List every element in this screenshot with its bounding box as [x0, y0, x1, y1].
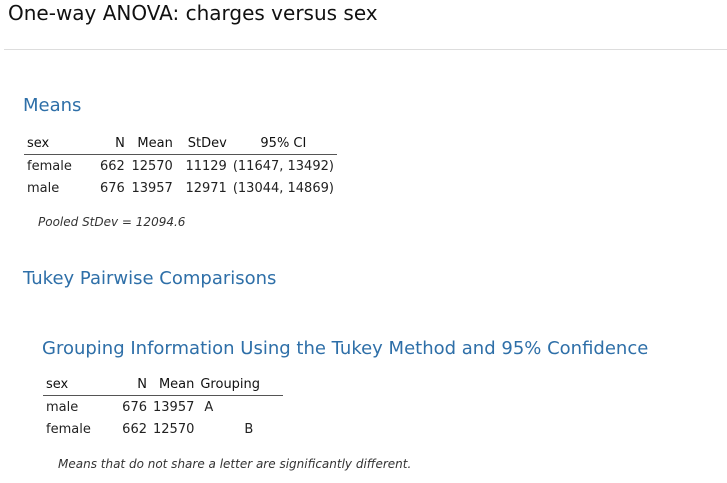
means-cell-mean: 12570	[131, 158, 173, 174]
means-col-sex: sex	[24, 134, 97, 155]
grouping-cell-mean: 13957	[153, 399, 195, 415]
means-table: sex N Mean StDev 95% CI female 662 12570…	[24, 134, 337, 199]
means-header-row: sex N Mean StDev 95% CI	[24, 134, 337, 155]
means-col-mean: Mean	[127, 134, 176, 155]
means-cell-sex: female	[27, 158, 72, 174]
table-row: male 676 13957 A	[43, 396, 283, 419]
grouping-cell-sex: female	[46, 421, 91, 437]
table-row: female 662 12570 B	[43, 418, 283, 440]
grouping-letter-b: B	[244, 421, 254, 437]
grouping-cell-letters: A	[197, 396, 283, 419]
grouping-col-grouping: Grouping	[197, 375, 284, 396]
means-cell-n: 662	[100, 158, 125, 174]
grouping-col-mean: Mean	[150, 375, 198, 396]
means-col-ci: 95% CI	[229, 134, 337, 155]
grouping-cell-sex: male	[46, 399, 79, 415]
means-heading: Means	[23, 95, 82, 116]
grouping-col-sex: sex	[43, 375, 118, 396]
table-row: female 662 12570 11129 (11647, 13492)	[24, 155, 337, 178]
means-cell-sex: male	[27, 180, 60, 196]
grouping-header-row: sex N Mean Grouping	[43, 375, 284, 396]
grouping-cell-mean: 12570	[153, 421, 195, 437]
grouping-table: sex N Mean Grouping male 676 13957 A fem…	[43, 375, 284, 440]
grouping-heading: Grouping Information Using the Tukey Met…	[42, 338, 649, 359]
tukey-heading: Tukey Pairwise Comparisons	[23, 268, 277, 289]
page-title: One-way ANOVA: charges versus sex	[8, 1, 378, 25]
grouping-cell-letters: B	[197, 418, 283, 440]
means-cell-ci: (13044, 14869)	[232, 180, 334, 196]
means-cell-n: 676	[100, 180, 125, 196]
title-divider	[4, 49, 727, 50]
pooled-stdev-note: Pooled StDev = 12094.6	[38, 215, 186, 229]
grouping-col-n: N	[118, 375, 150, 396]
grouping-cell-n: 662	[122, 421, 147, 437]
table-row: male 676 13957 12971 (13044, 14869)	[24, 177, 337, 199]
means-cell-stdev: 12971	[185, 180, 227, 196]
means-cell-mean: 13957	[131, 180, 173, 196]
grouping-cell-n: 676	[122, 399, 147, 415]
means-col-n: N	[97, 134, 128, 155]
means-cell-stdev: 11129	[185, 158, 227, 174]
grouping-note: Means that do not share a letter are sig…	[58, 457, 412, 471]
means-cell-ci: (11647, 13492)	[232, 158, 334, 174]
grouping-letter-a: A	[204, 399, 214, 415]
means-col-stdev: StDev	[175, 134, 230, 155]
